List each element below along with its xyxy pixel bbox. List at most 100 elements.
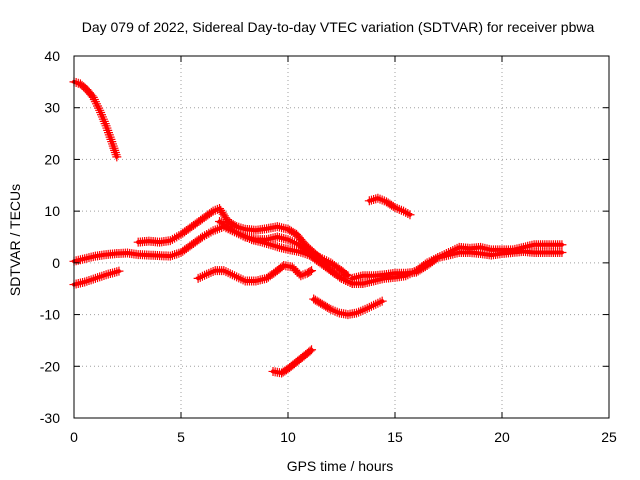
data-point (210, 225, 220, 235)
data-point (360, 304, 370, 314)
data-point (102, 123, 112, 133)
data-point (225, 224, 235, 234)
data-point (264, 239, 274, 249)
data-point (403, 270, 413, 280)
data-point (89, 95, 99, 105)
data-point (110, 145, 120, 155)
data-point (409, 267, 419, 277)
data-point (88, 274, 98, 284)
data-point (200, 270, 210, 280)
chart-title: Day 079 of 2022, Sidereal Day-to-day VTE… (82, 19, 595, 35)
series-arc-high-descending (69, 77, 122, 162)
data-point (212, 224, 222, 234)
data-point (257, 237, 267, 247)
data-point (354, 307, 364, 317)
data-point (351, 308, 361, 318)
data-point (240, 231, 250, 241)
data-point (294, 246, 304, 256)
data-point (298, 270, 308, 280)
series-arc-early-lower (69, 266, 124, 290)
data-point (429, 255, 439, 265)
y-tick-labels: -30 -20 -10 0 10 20 30 40 (40, 48, 60, 426)
data-point (167, 250, 177, 260)
data-point (170, 250, 180, 260)
data-point (266, 240, 276, 250)
data-point (377, 296, 387, 306)
data-point (208, 206, 218, 216)
data-point (272, 242, 282, 252)
data-point (305, 266, 315, 276)
data-point (230, 271, 239, 281)
data-point (296, 247, 306, 257)
data-point (195, 272, 205, 282)
data-point (335, 272, 345, 282)
data-point (330, 306, 340, 316)
data-point (107, 137, 117, 147)
x-tick-label: 20 (494, 429, 510, 445)
data-point (375, 297, 385, 307)
data-point (95, 272, 105, 282)
data-point (302, 249, 312, 259)
data-point (375, 194, 385, 204)
data-point (379, 196, 389, 206)
data-point (208, 226, 218, 236)
data-point (108, 139, 118, 149)
data-point (332, 307, 342, 317)
data-point (227, 225, 237, 235)
data-point (422, 258, 432, 268)
data-point (106, 134, 116, 144)
data-point (101, 121, 111, 131)
axis-ticks (73, 55, 610, 419)
data-point (223, 268, 233, 278)
data-point (108, 268, 118, 278)
data-point (172, 249, 182, 259)
data-point (94, 103, 104, 113)
data-point (356, 306, 366, 316)
x-tick-labels: 0 5 10 15 20 25 (70, 429, 617, 445)
data-point (238, 230, 248, 240)
data-series (69, 77, 567, 378)
data-point (268, 240, 278, 250)
x-tick-label: 25 (601, 429, 617, 445)
data-point (364, 302, 374, 312)
data-point (405, 210, 415, 220)
data-point (104, 130, 114, 140)
data-point (407, 268, 417, 278)
y-tick-label: 30 (44, 100, 60, 116)
data-point (328, 305, 338, 315)
data-point (377, 195, 387, 205)
data-point (364, 196, 374, 206)
data-point (82, 276, 92, 286)
data-point (97, 112, 107, 122)
data-point (236, 229, 246, 239)
data-point (232, 227, 242, 237)
data-point (197, 271, 207, 281)
data-point (420, 259, 430, 269)
data-point (109, 143, 119, 153)
data-point (307, 345, 317, 355)
data-point (289, 238, 299, 248)
data-point (270, 241, 280, 251)
data-point (362, 303, 372, 313)
data-point (98, 114, 108, 124)
data-point (307, 266, 317, 276)
data-point (396, 205, 406, 215)
data-point (283, 235, 293, 245)
data-point (112, 267, 122, 277)
y-tick-label: 40 (44, 48, 60, 64)
data-point (88, 92, 98, 102)
data-point (262, 238, 272, 248)
data-point (300, 249, 310, 259)
data-point (337, 273, 346, 283)
data-point (99, 270, 109, 280)
data-point (103, 269, 113, 279)
data-point (557, 240, 567, 250)
data-point (73, 78, 83, 88)
data-point (208, 267, 218, 277)
data-point (103, 125, 113, 135)
data-point (221, 267, 231, 277)
data-point (259, 238, 269, 248)
data-point (105, 132, 115, 142)
data-point (557, 248, 567, 258)
